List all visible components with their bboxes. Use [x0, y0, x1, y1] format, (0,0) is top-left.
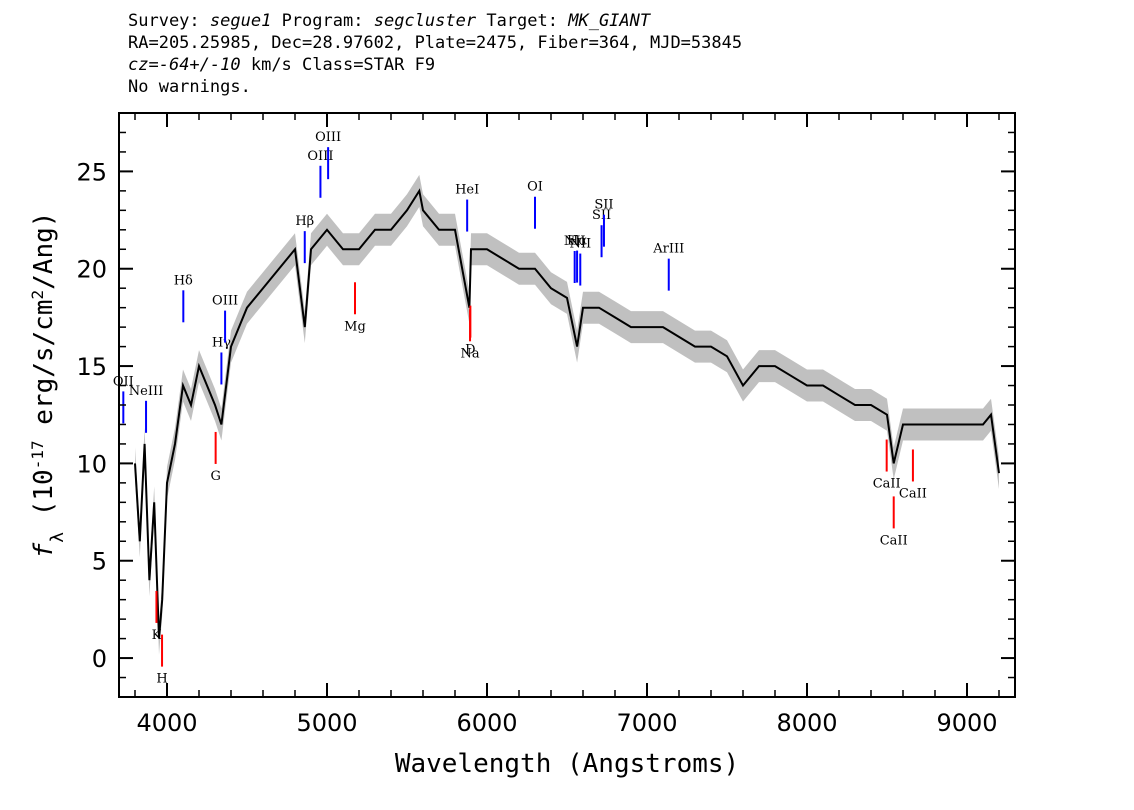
absorption-line-label: H — [156, 672, 167, 687]
program-value: segcluster — [373, 11, 477, 31]
emission-line-label: Hγ — [212, 335, 231, 350]
y-tick-label: 15 — [76, 353, 107, 381]
emission-line-label: Hδ — [174, 273, 193, 288]
emission-line-label: NII — [569, 237, 591, 252]
x-tick-label: 5000 — [296, 709, 357, 737]
x-tick-label: 9000 — [936, 709, 997, 737]
y-tick-label: 25 — [76, 158, 107, 186]
emission-line-label: OI — [527, 180, 543, 195]
emission-line-label: SII — [594, 198, 613, 213]
cz-value: -64+/-10 — [158, 55, 241, 75]
emission-line-label: NeIII — [129, 384, 163, 399]
absorption-line-label: Na — [460, 346, 479, 361]
survey-label: Survey: — [128, 11, 200, 31]
flux-series-line — [134, 188, 1000, 639]
header-line-1: Survey: segue1 Program: segcluster Targe… — [128, 10, 742, 32]
emission-line-label: Hβ — [295, 214, 314, 229]
spectrum-header: Survey: segue1 Program: segcluster Targe… — [128, 10, 742, 98]
emission-line-label: Hα — [567, 234, 587, 249]
y-tick-label: 5 — [92, 548, 107, 576]
x-tick-label: 8000 — [776, 709, 837, 737]
emission-line-label: OIII — [212, 294, 238, 309]
ticks-layer: 4000 5000 6000 7000 8000 9000 0 5 10 15 20 25 — [76, 113, 1015, 737]
emission-line-label: HeI — [455, 183, 479, 198]
target-value: MK_GIANT — [568, 11, 651, 31]
y-tick-label: 20 — [76, 256, 107, 284]
cz-label: cz= — [128, 55, 159, 75]
x-tick-label: 4000 — [136, 709, 197, 737]
emission-line-label: OIII — [315, 130, 341, 145]
emission-line-label: NII — [564, 234, 586, 249]
target-label: Target: — [486, 11, 558, 31]
cz-rest: km/s Class=STAR F9 — [240, 55, 436, 75]
absorption-line-label: CaII — [873, 477, 901, 492]
absorption-line-label: K — [152, 628, 162, 643]
x-tick-label: 6000 — [456, 709, 517, 737]
y-axis-title: fλ (10-17 erg/s/cm2/Ang) — [28, 212, 68, 559]
x-tick-label: 7000 — [616, 709, 677, 737]
absorption-line-label: D — [465, 343, 475, 358]
program-label: Program: — [281, 11, 364, 31]
emission-line-label: SII — [592, 208, 611, 223]
emission-line-label: ArIII — [652, 242, 684, 257]
absorption-line-label: G — [210, 469, 220, 484]
absorption-line-label: Mg — [344, 319, 366, 334]
header-line-4: No warnings. — [128, 77, 251, 97]
emission-line-label: OIII — [307, 149, 333, 164]
header-line-2: RA=205.25985, Dec=28.97602, Plate=2475, … — [128, 33, 743, 53]
absorption-line-label: CaII — [880, 533, 908, 548]
y-tick-label: 0 — [92, 645, 107, 673]
absorption-line-label: CaII — [899, 486, 927, 501]
x-axis-title: Wavelength (Angstroms) — [395, 749, 739, 779]
flux-layer — [134, 188, 1000, 639]
y-tick-label: 10 — [76, 450, 107, 478]
header-line-3: cz=-64+/-10 km/s Class=STAR F9 — [128, 54, 742, 76]
survey-value: segue1 — [209, 11, 272, 31]
